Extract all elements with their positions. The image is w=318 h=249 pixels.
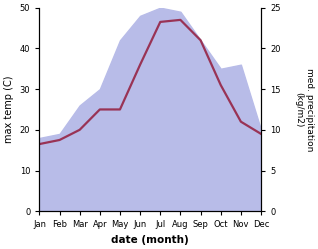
Y-axis label: max temp (C): max temp (C) <box>4 76 14 143</box>
Y-axis label: med. precipitation
(kg/m2): med. precipitation (kg/m2) <box>294 68 314 151</box>
X-axis label: date (month): date (month) <box>111 235 189 245</box>
